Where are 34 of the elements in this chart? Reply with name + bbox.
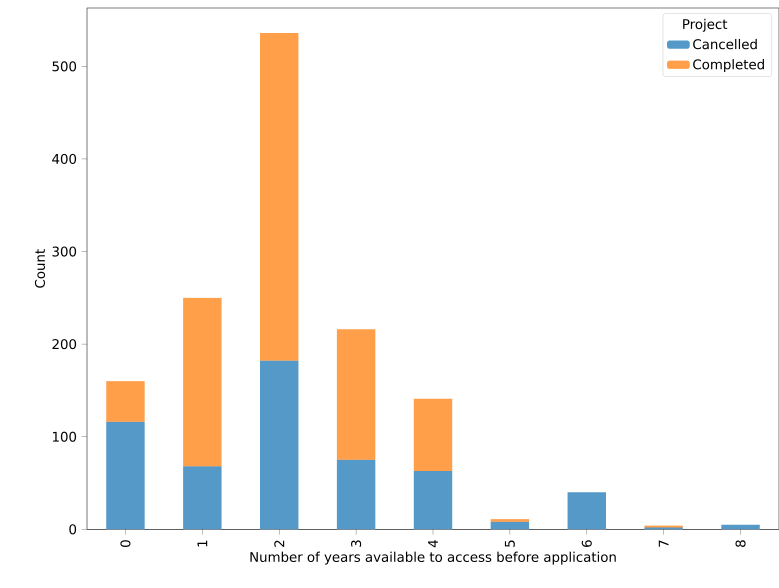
bar bbox=[568, 492, 606, 530]
legend-label: Completed bbox=[693, 59, 764, 72]
bar bbox=[490, 519, 530, 522]
x-tick-label: 7 bbox=[658, 540, 669, 547]
bar bbox=[260, 33, 298, 361]
bar bbox=[183, 298, 222, 466]
bar bbox=[106, 422, 145, 530]
y-tick-label: 100 bbox=[52, 432, 76, 442]
y-tick-label: 200 bbox=[52, 339, 76, 350]
x-tick-label: 0 bbox=[120, 540, 130, 547]
x-tick-label: 2 bbox=[274, 540, 284, 547]
x-tick-label: 3 bbox=[351, 540, 362, 547]
x-tick-label: 1 bbox=[197, 540, 208, 546]
bar bbox=[336, 460, 376, 530]
bar bbox=[414, 398, 452, 471]
x-axis-title: Number of years available to access before application bbox=[250, 552, 616, 565]
y-tick-label: 300 bbox=[52, 246, 76, 257]
bar bbox=[260, 360, 298, 530]
x-tick-label: 4 bbox=[428, 540, 438, 548]
y-tick-label: 500 bbox=[52, 61, 76, 72]
bar bbox=[183, 466, 222, 530]
y-tick-label: 400 bbox=[52, 154, 76, 164]
x-tick-label: 6 bbox=[582, 540, 592, 547]
bar bbox=[490, 522, 530, 530]
y-axis-title: Count bbox=[34, 249, 46, 288]
x-tick-label: 8 bbox=[735, 540, 746, 547]
y-tick-label: 0 bbox=[69, 524, 76, 534]
x-tick-label: 5 bbox=[504, 540, 515, 547]
legend-label: Cancelled bbox=[693, 38, 757, 50]
bar bbox=[336, 329, 376, 460]
bar bbox=[414, 470, 452, 530]
bar bbox=[721, 524, 760, 530]
legend-title: Project bbox=[683, 18, 728, 32]
bar bbox=[106, 381, 145, 422]
